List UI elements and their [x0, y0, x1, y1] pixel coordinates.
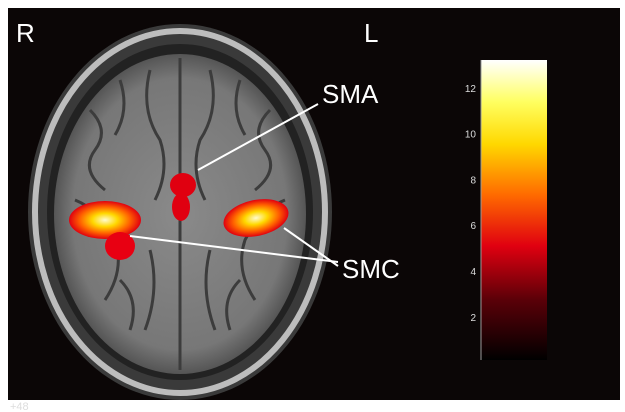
colorbar-tick-label: 12 — [465, 84, 477, 95]
figure: R L SMA SMC +48 2 4 6 8 10 12 — [0, 0, 625, 412]
page: R L SMA SMC +48 24681012 (() => { const … — [0, 0, 625, 412]
colorbar-tick-label: 8 — [470, 175, 476, 186]
slice-label: +48 — [10, 401, 29, 412]
colorbar-tick-label: 6 — [470, 221, 476, 232]
colorbar-tick-label: 4 — [470, 267, 476, 278]
orientation-left: L — [364, 18, 378, 48]
colorbar — [481, 60, 547, 360]
orientation-right: R — [16, 18, 35, 48]
smc-label: SMC — [342, 254, 400, 284]
colorbar-tick-label: 2 — [470, 313, 476, 324]
sma-label: SMA — [322, 79, 379, 109]
colorbar-tick-label: 10 — [465, 130, 477, 141]
